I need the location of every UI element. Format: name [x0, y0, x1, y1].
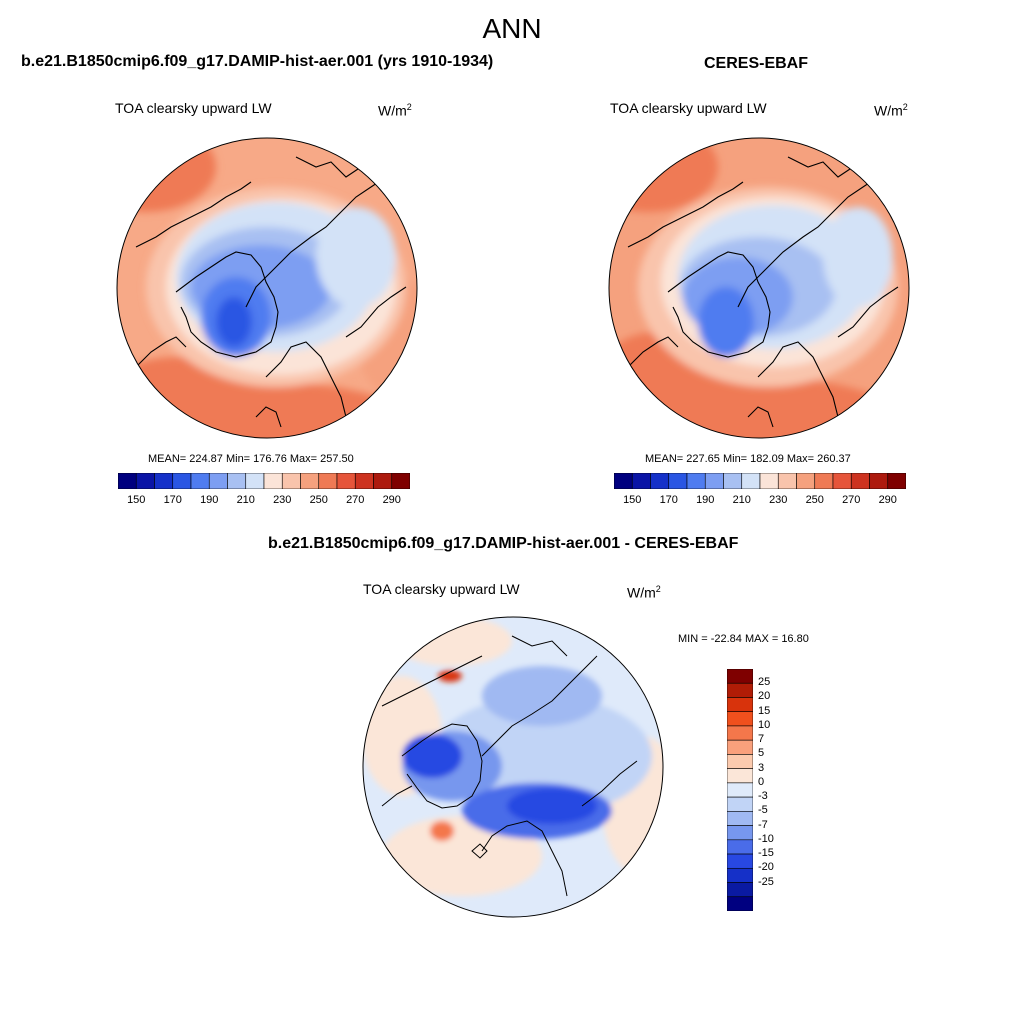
colorbar-tick-label: 170: [659, 494, 678, 506]
colorbar-tick-label: 250: [805, 494, 824, 506]
colorbar-tick-label: 20: [758, 690, 771, 703]
colorbar-tick-label: 150: [623, 494, 642, 506]
colorbar-tick-label: -25: [758, 875, 774, 888]
model-panel-title: b.e21.B1850cmip6.f09_g17.DAMIP-hist-aer.…: [21, 53, 494, 70]
colorbar-swatch: [727, 811, 753, 826]
colorbar-tick-label: 25: [758, 676, 771, 689]
colorbar-tick-label: 230: [273, 494, 292, 506]
colorbar-swatch: [281, 473, 301, 489]
colorbar-tick-label: 230: [769, 494, 788, 506]
colorbar-swatch: [759, 473, 779, 489]
colorbar-tick-label: -5: [758, 804, 768, 817]
colorbar-swatch: [727, 669, 753, 684]
colorbar-swatch: [727, 853, 753, 869]
colorbar-tick-label: -10: [758, 832, 774, 845]
colorbar-tick-label: -15: [758, 847, 774, 860]
colorbar-swatch: [727, 867, 753, 883]
diff-polar-map: [362, 616, 664, 918]
model-variable-title: TOA clearsky upward LW: [115, 100, 272, 116]
colorbar-swatch: [727, 839, 753, 855]
colorbar-tick-label: 210: [732, 494, 751, 506]
colorbar-swatch: [727, 682, 753, 698]
colorbar-swatch: [727, 697, 753, 713]
colorbar-tick-label: -3: [758, 790, 768, 803]
colorbar-swatch: [631, 473, 651, 489]
colorbar-swatch: [887, 473, 906, 489]
colorbar-tick-label: 7: [758, 733, 765, 746]
diff-panel-title: b.e21.B1850cmip6.f09_g17.DAMIP-hist-aer.…: [268, 535, 739, 552]
main-title: ANN: [482, 13, 542, 44]
diff-units: W/m2: [627, 584, 661, 601]
colorbar-swatch: [727, 882, 753, 898]
colorbar-swatch: [850, 473, 870, 489]
colorbar-tick-label: 3: [758, 761, 765, 774]
colorbar-tick-label: 290: [382, 494, 401, 506]
colorbar-swatch: [727, 782, 753, 798]
colorbar-tick-label: 270: [842, 494, 861, 506]
colorbar-tick-label: 250: [309, 494, 328, 506]
obs-polar-map: [608, 137, 910, 439]
colorbar-tick-label: 15: [758, 704, 771, 717]
colorbar-swatch: [727, 825, 753, 841]
colorbar-swatch: [686, 473, 706, 489]
colorbar-swatch: [336, 473, 356, 489]
colorbar-swatch: [391, 473, 410, 489]
colorbar-swatch: [354, 473, 374, 489]
obs-colorbar: [614, 473, 906, 489]
model-units: W/m2: [378, 102, 412, 119]
colorbar-swatch: [723, 473, 743, 489]
colorbar-swatch: [263, 473, 283, 489]
colorbar-swatch: [118, 473, 137, 489]
colorbar-swatch: [135, 473, 155, 489]
colorbar-swatch: [727, 754, 753, 769]
diff-colorbar: [727, 669, 753, 911]
obs-panel-title: CERES-EBAF: [704, 55, 809, 72]
colorbar-swatch: [245, 473, 265, 489]
colorbar-swatch: [727, 739, 753, 755]
colorbar-swatch: [154, 473, 174, 489]
colorbar-swatch: [614, 473, 633, 489]
colorbar-tick-label: 270: [346, 494, 365, 506]
colorbar-swatch: [832, 473, 852, 489]
colorbar-tick-label: -7: [758, 818, 768, 831]
colorbar-swatch: [227, 473, 247, 489]
colorbar-tick-label: 190: [200, 494, 219, 506]
model-polar-map: [116, 137, 418, 439]
obs-units: W/m2: [874, 102, 908, 119]
colorbar-tick-label: 210: [236, 494, 255, 506]
colorbar-tick-label: 290: [878, 494, 897, 506]
model-stats: MEAN= 224.87 Min= 176.76 Max= 257.50: [148, 453, 354, 465]
colorbar-swatch: [318, 473, 338, 489]
colorbar-tick-label: 10: [758, 718, 771, 731]
colorbar-swatch: [796, 473, 816, 489]
colorbar-swatch: [777, 473, 797, 489]
diff-stats: MIN = -22.84 MAX = 16.80: [678, 633, 809, 645]
colorbar-swatch: [727, 896, 753, 911]
colorbar-tick-label: -20: [758, 861, 774, 874]
colorbar-swatch: [300, 473, 320, 489]
obs-variable-title: TOA clearsky upward LW: [610, 100, 767, 116]
colorbar-swatch: [650, 473, 670, 489]
colorbar-tick-label: 0: [758, 775, 765, 788]
colorbar-swatch: [741, 473, 761, 489]
colorbar-tick-label: 5: [758, 747, 765, 760]
colorbar-swatch: [814, 473, 834, 489]
colorbar-swatch: [727, 796, 753, 812]
model-colorbar: [118, 473, 410, 489]
colorbar-swatch: [668, 473, 688, 489]
colorbar-swatch: [373, 473, 393, 489]
colorbar-swatch: [704, 473, 724, 489]
colorbar-tick-label: 170: [163, 494, 182, 506]
colorbar-swatch: [190, 473, 210, 489]
colorbar-swatch: [869, 473, 889, 489]
colorbar-swatch: [727, 711, 753, 727]
colorbar-swatch: [727, 768, 753, 784]
colorbar-swatch: [727, 725, 753, 741]
colorbar-swatch: [208, 473, 228, 489]
diff-variable-title: TOA clearsky upward LW: [363, 581, 520, 597]
colorbar-tick-label: 150: [127, 494, 146, 506]
colorbar-tick-label: 190: [696, 494, 715, 506]
colorbar-swatch: [172, 473, 192, 489]
obs-stats: MEAN= 227.65 Min= 182.09 Max= 260.37: [645, 453, 851, 465]
